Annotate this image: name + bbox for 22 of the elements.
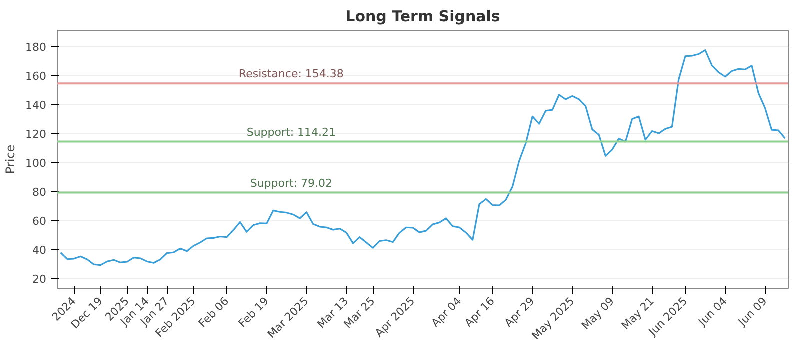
- y-axis-title: Price: [4, 144, 18, 174]
- y-tick-label: 160: [26, 70, 47, 83]
- y-tick-label: 80: [32, 186, 47, 199]
- x-tick-label: Apr 29: [502, 294, 538, 330]
- x-tick-label: Feb 06: [196, 294, 232, 330]
- ref-line-label: Resistance: 154.38: [238, 68, 344, 81]
- y-tick-label: 40: [32, 244, 47, 257]
- y-tick-label: 60: [32, 214, 47, 228]
- y-tick-label: 100: [26, 156, 47, 170]
- x-tick-label: Jun 04: [696, 294, 730, 330]
- x-tick-label: Jun 09: [735, 294, 770, 330]
- x-tick-label: Apr 16: [462, 294, 498, 330]
- x-tick-label: Apr 04: [429, 294, 464, 330]
- y-tick-label: 120: [26, 128, 47, 141]
- ref-line-label: Support: 79.02: [250, 176, 333, 190]
- chart-title: Long Term Signals: [346, 8, 500, 26]
- y-tick-label: 140: [26, 98, 47, 112]
- ref-line-label: Support: 114.21: [246, 126, 336, 139]
- y-tick-label: 180: [26, 40, 47, 54]
- line-series: [60, 50, 786, 266]
- x-tick-label: Feb 19: [236, 294, 272, 330]
- y-tick-label: 20: [32, 272, 47, 286]
